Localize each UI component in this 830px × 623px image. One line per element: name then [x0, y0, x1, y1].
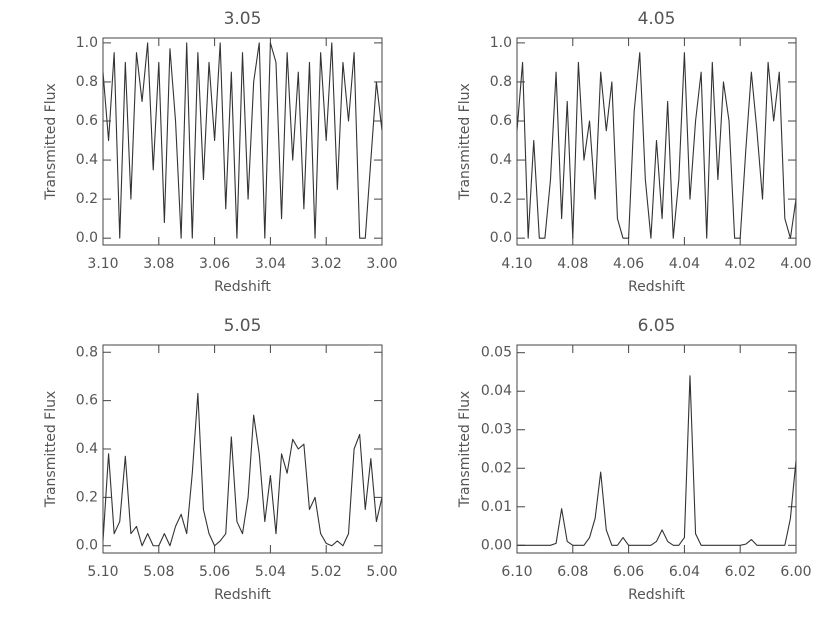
x-tick-label: 6.10 — [501, 564, 532, 580]
panel-title: 3.05 — [224, 9, 262, 29]
y-axis-label: Transmitted Flux — [457, 391, 473, 509]
x-axis-label: Redshift — [628, 587, 685, 603]
panel-title: 6.05 — [638, 316, 676, 336]
y-axis-label: Transmitted Flux — [43, 83, 59, 201]
y-tick-label: 0.0 — [76, 538, 98, 554]
x-tick-label: 6.02 — [725, 564, 756, 580]
y-tick-label: 0.6 — [76, 113, 98, 129]
x-tick-label: 5.06 — [199, 564, 230, 580]
x-tick-label: 3.04 — [255, 256, 286, 272]
y-axis-label: Transmitted Flux — [457, 83, 473, 201]
x-tick-label: 6.00 — [780, 564, 811, 580]
y-tick-label: 0.02 — [481, 460, 512, 476]
y-tick-label: 0.8 — [76, 74, 98, 90]
x-tick-label: 4.10 — [501, 256, 532, 272]
y-tick-label: 1.0 — [76, 35, 98, 51]
y-tick-label: 0.00 — [481, 537, 512, 553]
flux-line — [516, 52, 797, 239]
x-tick-label: 3.08 — [143, 256, 174, 272]
x-tick-label: 5.04 — [255, 564, 286, 580]
plot-frame — [102, 37, 383, 246]
x-axis-label: Redshift — [628, 279, 685, 295]
x-tick-label: 4.00 — [780, 256, 811, 272]
panel-title: 4.05 — [638, 9, 676, 29]
y-tick-label: 0.03 — [481, 422, 512, 438]
y-tick-label: 0.2 — [76, 489, 98, 505]
x-tick-label: 4.06 — [613, 256, 644, 272]
x-tick-label: 3.10 — [87, 256, 118, 272]
x-tick-label: 5.08 — [143, 564, 174, 580]
y-axis-label: Transmitted Flux — [43, 391, 59, 509]
x-tick-label: 5.10 — [87, 564, 118, 580]
y-tick-label: 0.8 — [490, 74, 512, 90]
y-tick-label: 0.4 — [490, 152, 512, 168]
y-tick-label: 0.2 — [490, 191, 512, 207]
x-tick-label: 6.08 — [557, 564, 588, 580]
x-tick-label: 3.06 — [199, 256, 230, 272]
x-tick-label: 6.04 — [669, 564, 700, 580]
x-axis-label: Redshift — [214, 587, 271, 603]
flux-line — [102, 42, 383, 239]
x-tick-label: 4.02 — [725, 256, 756, 272]
y-tick-label: 0.04 — [481, 383, 512, 399]
y-tick-label: 0.0 — [490, 230, 512, 246]
y-tick-label: 0.6 — [76, 393, 98, 409]
x-axis-label: Redshift — [214, 279, 271, 295]
x-tick-label: 4.04 — [669, 256, 700, 272]
y-tick-label: 0.2 — [76, 191, 98, 207]
panel-title: 5.05 — [224, 316, 262, 336]
y-tick-label: 0.8 — [76, 344, 98, 360]
x-tick-label: 5.02 — [311, 564, 342, 580]
flux-line — [102, 392, 383, 547]
flux-line — [517, 375, 797, 546]
y-tick-label: 0.05 — [481, 345, 512, 361]
y-tick-label: 0.4 — [76, 152, 98, 168]
x-tick-label: 5.00 — [366, 564, 397, 580]
y-tick-label: 0.01 — [481, 499, 512, 515]
x-tick-label: 4.08 — [557, 256, 588, 272]
x-tick-label: 3.02 — [311, 256, 342, 272]
plot-frame — [102, 344, 383, 554]
plot-frame — [516, 37, 797, 246]
y-tick-label: 0.4 — [76, 441, 98, 457]
x-tick-label: 3.00 — [366, 256, 397, 272]
y-tick-label: 0.6 — [490, 113, 512, 129]
x-tick-label: 6.06 — [613, 564, 644, 580]
plot-frame — [516, 344, 797, 554]
y-tick-label: 0.0 — [76, 230, 98, 246]
y-tick-label: 1.0 — [490, 35, 512, 51]
